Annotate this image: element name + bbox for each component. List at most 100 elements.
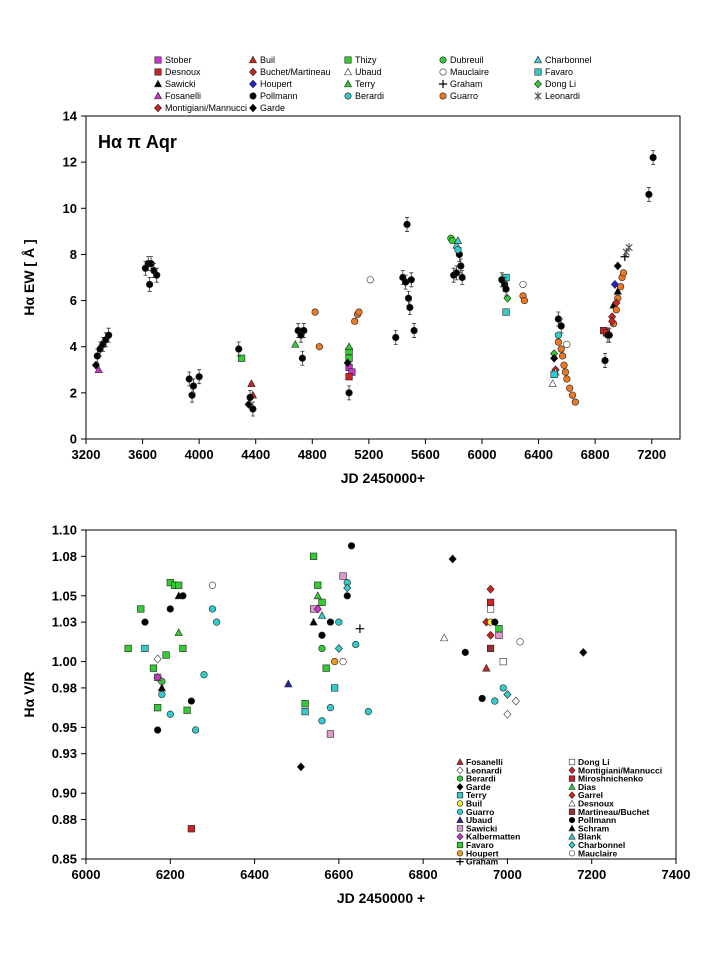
ew-legend-key-montigiani-mannucci (154, 103, 162, 113)
vr-legend-key-sawicki (456, 825, 464, 832)
ew-point-favaro (502, 308, 510, 316)
vr-legend-label-kalbermatten: Kalbermatten (466, 832, 520, 842)
ew-point-pollmann (235, 345, 243, 353)
ew-x-tick-label: 6800 (581, 447, 610, 462)
ew-legend-label-favaro: Favaro (545, 67, 573, 77)
ew-point-pollmann (146, 280, 154, 289)
ew-legend-label-dubreuil: Dubreuil (450, 55, 484, 65)
vr-legend-key-leonardi (456, 766, 464, 775)
ew-point-desnoux (345, 373, 353, 381)
ew-point-berardi (554, 331, 562, 339)
vr-point-favaro (154, 704, 162, 712)
ew-legend-key-dong-li (534, 79, 542, 89)
ew-x-tick-label: 7200 (637, 447, 666, 462)
vr-point-leonardi (511, 696, 520, 706)
vr-legend-label-favaro: Favaro (466, 840, 494, 850)
vr-legend-label-mauclaire: Mauclaire (578, 848, 617, 858)
vr-legend-label-guarro: Guarro (466, 807, 494, 817)
ew-point-pollmann (300, 326, 308, 335)
vr-point-kalbermatten (313, 604, 322, 614)
ew-legend-label-dong-li: Dong Li (545, 79, 576, 89)
ew-legend-label-garde: Garde (260, 103, 285, 113)
ew-legend-key-sawicki (153, 79, 163, 88)
vr-legend-label-dias: Dias (578, 782, 596, 792)
ew-legend-key-desnoux (154, 68, 162, 76)
ew-point-sawicki (613, 286, 622, 295)
vr-legend-key-pollmann (568, 816, 576, 824)
ew-legend-key-fosanelli (153, 91, 163, 100)
vr-point-mauclaire (339, 657, 347, 666)
ew-point-pollmann (407, 276, 415, 284)
vr-legend-key-dias (568, 783, 576, 790)
vr-x-tick-label: 6000 (72, 867, 101, 882)
ew-point-terry (291, 339, 300, 348)
vr-y-tick-label: 0.90 (52, 786, 77, 801)
vr-point-schram (309, 617, 318, 626)
ew-legend-key-terry (343, 79, 353, 88)
vr-y-tick-label: 0.98 (52, 680, 77, 695)
vr-point-guarro (200, 671, 208, 679)
vr-legend-label-houpert: Houpert (466, 848, 499, 858)
vr-legend-label-martineau-buchet: Martineau/Buchet (578, 807, 649, 817)
ew-legend-key-pollmann (249, 92, 257, 100)
vr-point-pollmann (347, 542, 356, 550)
vr-point-charbonnel (503, 690, 512, 699)
vr-legend-key-mauclaire (568, 850, 576, 857)
ew-legend-label-montigiani-mannucci: Montigiani/Mannucci (165, 103, 247, 113)
ew-point-pollmann (502, 285, 510, 293)
vr-point-pollmann (318, 631, 326, 639)
vr-point-pollmann (141, 618, 149, 626)
vr-point-dong-li (499, 657, 507, 666)
vr-legend-key-blank (568, 832, 576, 840)
vr-plot-frame (85, 529, 677, 860)
vr-point-garrel (486, 630, 495, 640)
vr-point-favaro (162, 651, 170, 659)
ew-point-guarro (355, 308, 363, 316)
ew-point-guarro (612, 306, 620, 314)
vr-legend-key-berardi (456, 775, 464, 782)
vr-legend-key-favaro (456, 841, 464, 849)
ew-x-tick-label: 3600 (128, 447, 157, 462)
vr-point-guarro (491, 697, 499, 705)
vr-point-martineau-buchet (486, 644, 495, 653)
ew-point-berardi (454, 246, 462, 254)
vr-point-terry (331, 684, 339, 692)
vr-point-dias (313, 591, 322, 600)
vr-legend-key-guarro (456, 808, 464, 815)
ew-legend-label-berardi: Berardi (355, 91, 384, 101)
ew-point-guarro (560, 361, 568, 369)
ew-point-pollmann (188, 391, 196, 399)
ew-point-garde (343, 358, 352, 368)
ew-y-tick-label: 12 (63, 155, 77, 170)
vr-point-montigiani-mannucci (486, 584, 495, 594)
vr-point-houpert (331, 657, 339, 666)
ew-x-tick-label: 5200 (354, 447, 383, 462)
ew-legend-key-houpert (249, 79, 257, 89)
ew-point-guarro (561, 368, 570, 376)
vr-point-charbonnel (334, 644, 343, 653)
vr-legend-key-dong-li (568, 758, 576, 766)
vr-y-tick-label: 1.10 (52, 523, 77, 538)
vr-y-tick-label: 0.85 (52, 852, 77, 867)
ew-point-pollmann (189, 382, 198, 390)
ew-point-montigiani-mannucci (612, 298, 621, 308)
vr-point-leonardi (153, 654, 162, 664)
ew-point-pollmann (195, 373, 203, 381)
vr-point-garde (296, 762, 305, 772)
vr-point-schram (174, 591, 183, 600)
ew-legend-key-leonardi (534, 91, 542, 101)
ew-legend-label-graham: Graham (450, 79, 483, 89)
ew-point-pollmann (249, 405, 257, 413)
vr-legend-key-buil (456, 800, 464, 807)
vr-legend-key-charbonnel (568, 841, 576, 849)
ew-data-points (91, 150, 657, 417)
ew-point-pollmann (403, 220, 411, 229)
vr-legend-label-desnoux: Desnoux (578, 799, 614, 809)
ew-legend-label-leonardi: Leonardi (545, 91, 580, 101)
vr-legend-key-terry (456, 792, 464, 799)
ew-y-axis-title: Hα EW [ Å ] (21, 239, 37, 315)
vr-point-favaro (314, 581, 322, 589)
vr-x-tick-label: 7400 (662, 867, 691, 882)
ew-point-charbonnel (453, 236, 463, 244)
ew-point-pollmann (458, 273, 466, 282)
